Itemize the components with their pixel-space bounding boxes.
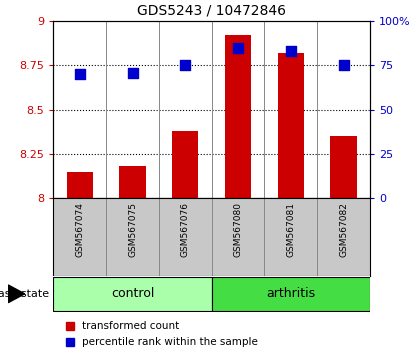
Text: GSM567075: GSM567075 — [128, 202, 137, 257]
Text: arthritis: arthritis — [266, 287, 315, 300]
Bar — [53, 277, 212, 311]
Text: GSM567076: GSM567076 — [181, 202, 190, 257]
Text: GSM567082: GSM567082 — [339, 202, 348, 257]
Bar — [330, 136, 357, 198]
Bar — [212, 277, 370, 311]
Title: GDS5243 / 10472846: GDS5243 / 10472846 — [137, 3, 286, 17]
Text: GSM567080: GSM567080 — [233, 202, 242, 257]
Point — [129, 70, 136, 75]
Bar — [119, 166, 146, 198]
Text: GSM567074: GSM567074 — [75, 202, 84, 257]
Text: disease state: disease state — [0, 289, 49, 299]
Point — [76, 72, 83, 77]
Bar — [277, 53, 304, 198]
Text: percentile rank within the sample: percentile rank within the sample — [82, 337, 258, 347]
Point — [182, 63, 189, 68]
Point — [287, 48, 294, 54]
Polygon shape — [8, 285, 25, 303]
Text: GSM567081: GSM567081 — [286, 202, 295, 257]
Text: control: control — [111, 287, 154, 300]
Point — [235, 45, 241, 51]
Bar — [225, 35, 251, 198]
Text: transformed count: transformed count — [82, 321, 180, 331]
Point — [340, 63, 347, 68]
Bar — [172, 131, 199, 198]
Bar — [67, 172, 93, 198]
